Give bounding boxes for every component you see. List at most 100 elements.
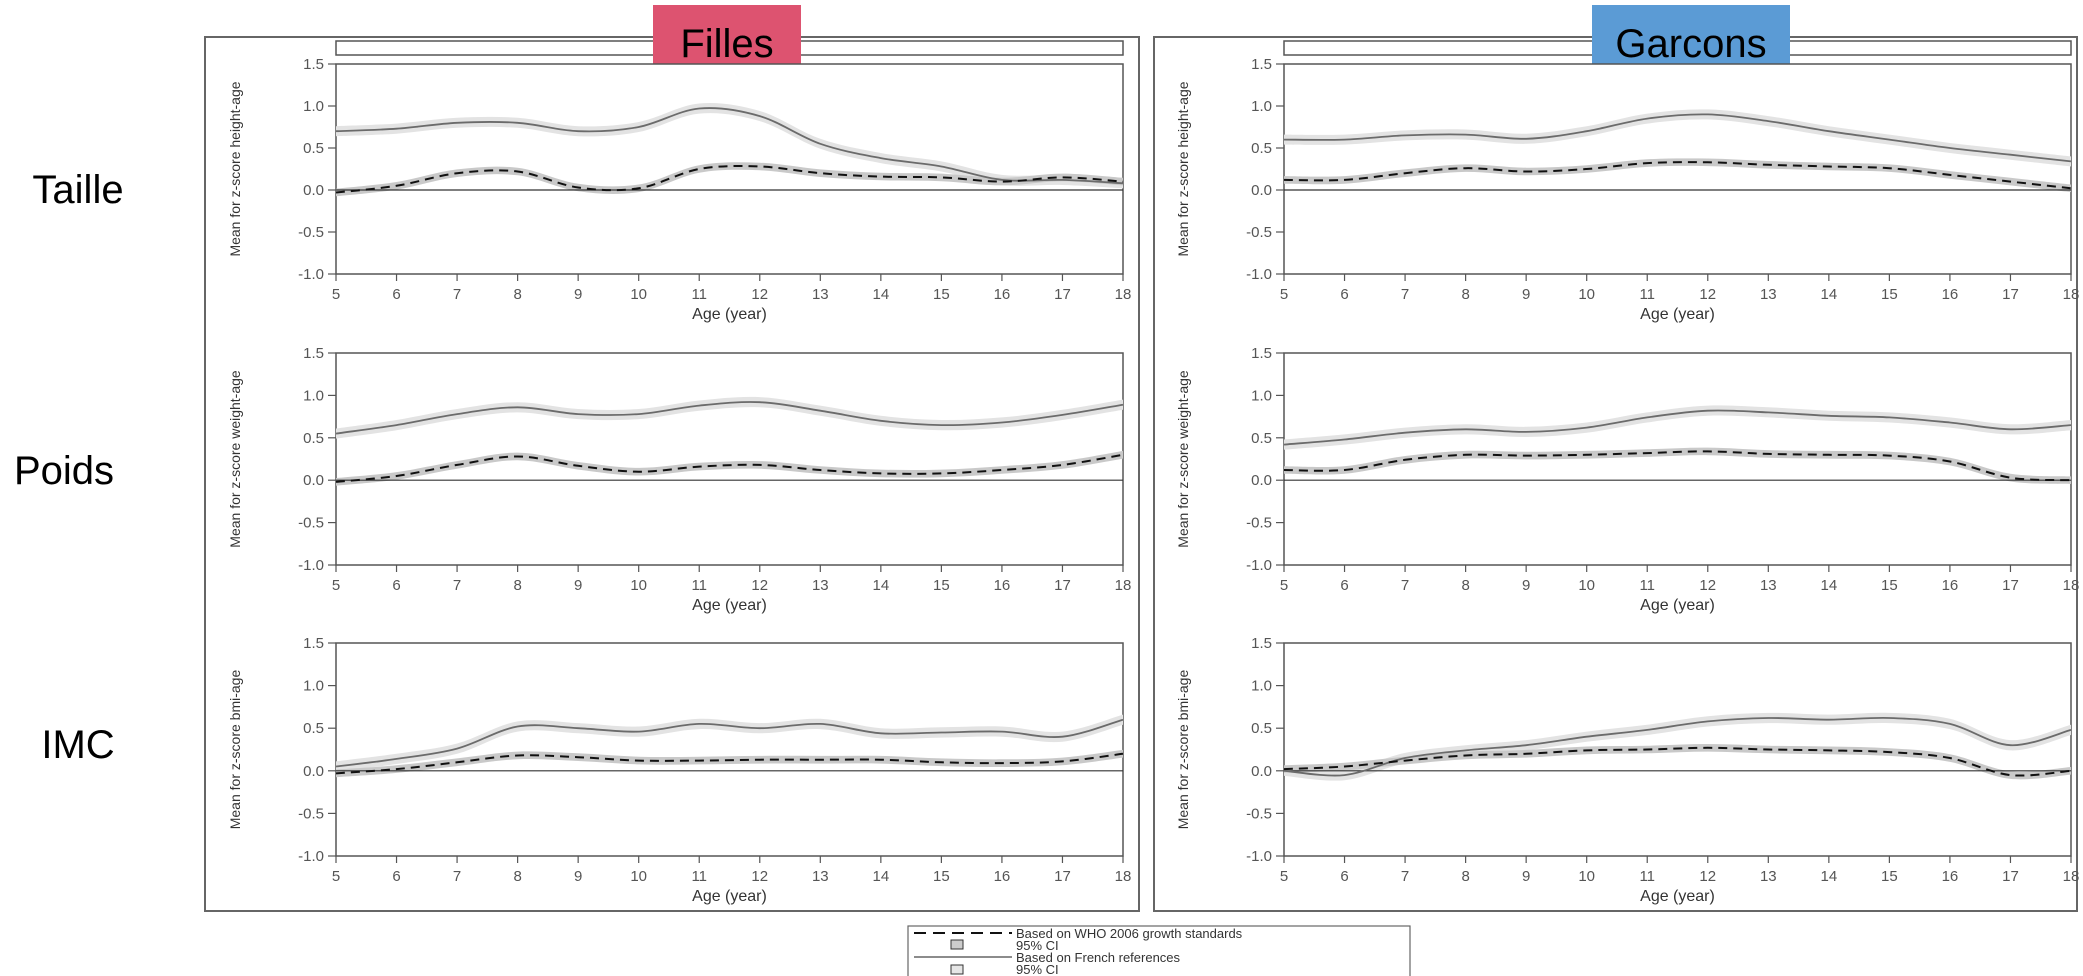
x-tick-label: 12	[751, 577, 768, 594]
x-tick-label: 5	[332, 286, 340, 303]
x-tick-label: 11	[1639, 868, 1655, 885]
x-tick-label: 7	[453, 868, 461, 885]
series-line-garcons-taille-dashed	[1283, 161, 2072, 190]
y-tick-label: 0.5	[303, 140, 324, 157]
x-tick-label: 16	[1942, 868, 1959, 885]
x-tick-label: 13	[1760, 868, 1777, 885]
y-tick-label: 1.5	[1251, 56, 1272, 73]
y-tick-label: 1.5	[1251, 635, 1272, 652]
x-tick-label: 14	[1821, 868, 1838, 885]
x-tick-label: 6	[392, 286, 400, 303]
y-tick-label: 0.0	[303, 472, 324, 489]
ci-band-filles-poids-dashed	[336, 450, 1123, 486]
plot-area-filles-poids	[335, 352, 1124, 566]
y-tick-label: 0.5	[303, 720, 324, 737]
x-tick-label: 9	[574, 868, 582, 885]
column-header-filles: Filles	[680, 22, 773, 66]
x-tick-label: 5	[1280, 286, 1288, 303]
x-tick-label: 17	[1054, 286, 1071, 303]
y-tick-label: -0.5	[1246, 515, 1272, 532]
y-tick-label: -1.0	[298, 848, 324, 865]
ci-band-filles-poids-solid	[336, 396, 1123, 439]
ci-band-garcons-poids-dashed	[1284, 447, 2071, 484]
y-tick-label: -0.5	[1246, 224, 1272, 241]
column-header-garcons: Garcons	[1615, 22, 1766, 66]
x-axis-label: Age (year)	[692, 306, 767, 323]
x-tick-label: 13	[1760, 286, 1777, 303]
y-tick-label: 1.0	[303, 387, 324, 404]
y-tick-label: -1.0	[1246, 557, 1272, 574]
x-tick-label: 16	[1942, 286, 1959, 303]
x-axis-label: Age (year)	[1640, 888, 1715, 905]
x-tick-label: 10	[1578, 577, 1595, 594]
x-tick-label: 7	[453, 577, 461, 594]
y-tick-label: 1.5	[303, 635, 324, 652]
x-tick-label: 18	[1115, 868, 1132, 885]
y-tick-label: -1.0	[298, 557, 324, 574]
x-tick-label: 12	[1699, 286, 1716, 303]
x-tick-label: 17	[2002, 286, 2019, 303]
y-tick-label: 0.5	[303, 430, 324, 447]
plot-area-garcons-imc	[1283, 642, 2072, 857]
x-tick-label: 6	[1340, 868, 1348, 885]
x-tick-label: 18	[1115, 286, 1132, 303]
y-tick-label: 0.5	[1251, 720, 1272, 737]
legend-entry-french: Based on French references	[1016, 950, 1181, 965]
x-tick-label: 17	[2002, 868, 2019, 885]
ci-band-filles-imc-solid	[336, 714, 1123, 772]
x-tick-label: 17	[1054, 868, 1071, 885]
x-tick-label: 14	[1821, 286, 1838, 303]
panels-group: 1.5 1.0 0.5 0.0 -0.5 -1.0 5 6 7 8 9 10 11 12 13 14 15 16 1…	[227, 56, 2079, 905]
y-tick-label: -0.5	[1246, 805, 1272, 822]
x-tick-label: 8	[513, 577, 521, 594]
series-line-filles-taille-solid	[335, 107, 1124, 185]
x-tick-label: 14	[1821, 577, 1838, 594]
y-tick-label: -0.5	[298, 224, 324, 241]
x-tick-label: 9	[574, 286, 582, 303]
y-tick-label: 0.0	[1251, 182, 1272, 199]
x-tick-label: 8	[513, 868, 521, 885]
x-tick-label: 12	[1699, 868, 1716, 885]
ci-band-garcons-imc-dashed	[1284, 744, 2071, 780]
x-tick-label: 10	[630, 868, 647, 885]
y-tick-label: 1.5	[303, 56, 324, 73]
y-tick-label: 1.0	[1251, 387, 1272, 404]
x-tick-label: 6	[1340, 286, 1348, 303]
x-tick-label: 8	[1461, 868, 1469, 885]
x-tick-label: 5	[1280, 868, 1288, 885]
y-tick-label: 1.5	[1251, 345, 1272, 362]
y-axis-label: Mean for z-score height-age	[227, 81, 243, 256]
ci-band-filles-imc-dashed	[336, 749, 1123, 778]
x-tick-label: 7	[1401, 577, 1409, 594]
y-tick-label: -0.5	[298, 805, 324, 822]
x-tick-label: 15	[933, 577, 950, 594]
x-tick-label: 16	[994, 286, 1011, 303]
x-tick-label: 13	[812, 868, 829, 885]
series-line-filles-imc-dashed	[335, 752, 1124, 775]
x-tick-label: 11	[691, 286, 707, 303]
x-tick-label: 10	[630, 286, 647, 303]
x-tick-label: 15	[1881, 286, 1898, 303]
x-axis-label: Age (year)	[692, 888, 767, 905]
x-tick-label: 13	[812, 577, 829, 594]
y-tick-label: 1.0	[1251, 98, 1272, 115]
legend-entry-ci-french: 95% CI	[1016, 962, 1059, 976]
x-tick-label: 10	[630, 577, 647, 594]
x-tick-label: 7	[1401, 868, 1409, 885]
x-tick-label: 11	[691, 577, 707, 594]
y-tick-label: 1.0	[303, 98, 324, 115]
x-tick-label: 12	[751, 868, 768, 885]
y-tick-label: 0.5	[1251, 430, 1272, 447]
y-tick-label: 1.0	[1251, 678, 1272, 695]
row-label-imc: IMC	[41, 723, 114, 767]
x-tick-label: 9	[1522, 868, 1530, 885]
y-axis-label: Mean for z-score bmi-age	[1175, 670, 1191, 830]
x-axis-label: Age (year)	[692, 597, 767, 614]
x-tick-label: 15	[933, 286, 950, 303]
x-tick-label: 13	[1760, 577, 1777, 594]
x-axis-label: Age (year)	[1640, 597, 1715, 614]
legend-entry-ci-who: 95% CI	[1016, 938, 1059, 953]
x-tick-label: 15	[1881, 868, 1898, 885]
legend-ci-french-swatch	[950, 964, 964, 975]
